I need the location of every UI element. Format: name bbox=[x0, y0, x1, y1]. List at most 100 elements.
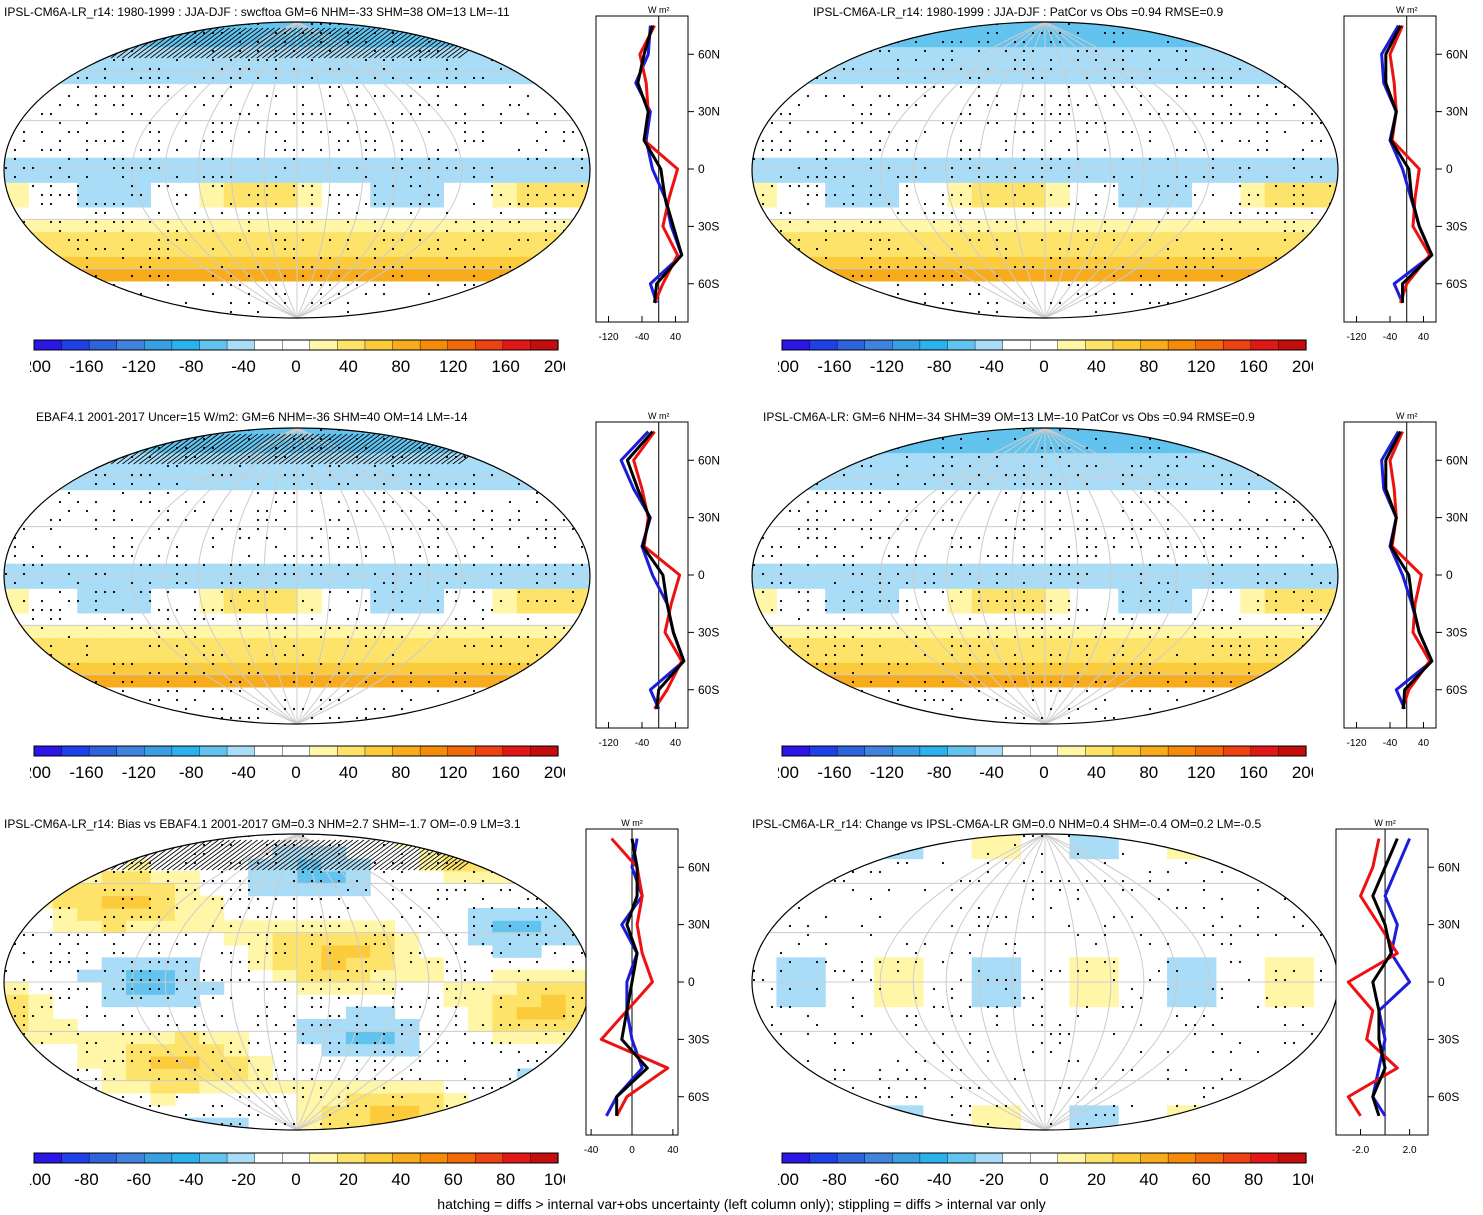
stipple-dot bbox=[292, 193, 296, 197]
stipple-dot bbox=[121, 969, 125, 973]
hatch-line bbox=[194, 433, 236, 465]
stipple-dot bbox=[391, 897, 395, 901]
stipple-dot bbox=[184, 888, 188, 892]
stipple-dot bbox=[274, 175, 278, 179]
stipple-dot bbox=[292, 572, 296, 576]
zonal-x-label: -40 bbox=[635, 738, 650, 749]
colorbar-swatch bbox=[144, 1152, 173, 1164]
stipple-dot bbox=[139, 1113, 143, 1117]
stipple-dot bbox=[265, 933, 269, 937]
stipple-dot bbox=[13, 888, 17, 892]
stipple-dot bbox=[391, 987, 395, 991]
stipple-dot bbox=[779, 599, 783, 603]
stipple-dot bbox=[869, 978, 873, 982]
graticule-meridian bbox=[131, 22, 298, 318]
stipple-dot bbox=[13, 1032, 17, 1036]
stipple-dot bbox=[815, 184, 819, 188]
stipple-dot bbox=[914, 85, 918, 89]
stipple-dot bbox=[499, 1113, 503, 1117]
stipple-dot bbox=[1175, 906, 1179, 910]
stipple-dot bbox=[1328, 716, 1332, 720]
stipple-dot bbox=[166, 31, 170, 35]
stipple-dot bbox=[292, 85, 296, 89]
stipple-dot bbox=[391, 274, 395, 278]
colorbar-tick-label: 0 bbox=[291, 1170, 300, 1189]
stipple-dot bbox=[770, 49, 774, 53]
stipple-dot bbox=[914, 1077, 918, 1081]
stipple-dot bbox=[400, 1122, 404, 1126]
stipple-dot bbox=[445, 888, 449, 892]
stipple-dot bbox=[382, 58, 386, 62]
stipple-dot bbox=[580, 563, 584, 567]
stipple-dot bbox=[1283, 1041, 1287, 1045]
stipple-dot bbox=[67, 951, 71, 955]
stipple-dot bbox=[1031, 996, 1035, 1000]
stipple-dot bbox=[1058, 680, 1062, 684]
stipple-dot bbox=[1148, 626, 1152, 630]
stipple-dot bbox=[797, 671, 801, 675]
stipple-dot bbox=[31, 1014, 35, 1018]
stipple-dot bbox=[1049, 707, 1053, 711]
stipple-dot bbox=[1310, 175, 1314, 179]
stipple-dot bbox=[1076, 1014, 1080, 1018]
stipple-dot bbox=[220, 211, 224, 215]
stipple-dot bbox=[923, 256, 927, 260]
stipple-dot bbox=[31, 933, 35, 937]
stipple-dot bbox=[1283, 274, 1287, 278]
stipple-dot bbox=[112, 85, 116, 89]
stipple-dot bbox=[1148, 599, 1152, 603]
stipple-dot bbox=[896, 67, 900, 71]
stipple-dot bbox=[824, 491, 828, 495]
stipple-dot bbox=[130, 978, 134, 982]
stipple-dot bbox=[1157, 969, 1161, 973]
stipple-dot bbox=[436, 626, 440, 630]
stipple-dot bbox=[265, 653, 269, 657]
stipple-dot bbox=[526, 112, 530, 116]
stipple-dot bbox=[1157, 536, 1161, 540]
stipple-dot bbox=[887, 94, 891, 98]
stipple-dot bbox=[1283, 689, 1287, 693]
stipple-dot bbox=[1130, 85, 1134, 89]
stipple-dot bbox=[1013, 437, 1017, 441]
stipple-dot bbox=[139, 473, 143, 477]
stipple-dot bbox=[85, 283, 89, 287]
stipple-dot bbox=[517, 563, 521, 567]
graticule-meridian bbox=[296, 834, 397, 1130]
stipple-dot bbox=[959, 157, 963, 161]
stipple-dot bbox=[923, 49, 927, 53]
stipple-dot bbox=[463, 716, 467, 720]
stipple-dot bbox=[1022, 599, 1026, 603]
colorbar-swatch bbox=[1278, 745, 1307, 757]
stipple-dot bbox=[968, 951, 972, 955]
stipple-dot bbox=[427, 103, 431, 107]
stipple-dot bbox=[544, 301, 548, 305]
colorbar-swatch bbox=[337, 1152, 366, 1164]
stipple-dot bbox=[319, 572, 323, 576]
stipple-dot bbox=[1004, 1104, 1008, 1108]
zonal-x-label: 40 bbox=[670, 738, 682, 749]
stipple-dot bbox=[508, 220, 512, 224]
stipple-dot bbox=[1022, 861, 1026, 865]
stipple-dot bbox=[148, 22, 152, 26]
stipple-dot bbox=[139, 437, 143, 441]
stipple-dot bbox=[1238, 166, 1242, 170]
stipple-dot bbox=[1319, 238, 1323, 242]
stipple-dot bbox=[274, 518, 278, 522]
stipple-dot bbox=[229, 473, 233, 477]
stipple-dot bbox=[103, 49, 107, 53]
stipple-dot bbox=[382, 1086, 386, 1090]
stipple-dot bbox=[1328, 491, 1332, 495]
stipple-dot bbox=[328, 301, 332, 305]
stipple-dot bbox=[1103, 220, 1107, 224]
stipple-dot bbox=[950, 58, 954, 62]
stipple-dot bbox=[1220, 915, 1224, 919]
stipple-dot bbox=[157, 942, 161, 946]
stipple-dot bbox=[860, 310, 864, 314]
stipple-dot bbox=[1283, 85, 1287, 89]
stipple-dot bbox=[490, 175, 494, 179]
stipple-dot bbox=[283, 1005, 287, 1009]
hatch-line bbox=[301, 27, 342, 59]
stipple-dot bbox=[1292, 852, 1296, 856]
stipple-dot bbox=[788, 292, 792, 296]
stipple-dot bbox=[1211, 563, 1215, 567]
